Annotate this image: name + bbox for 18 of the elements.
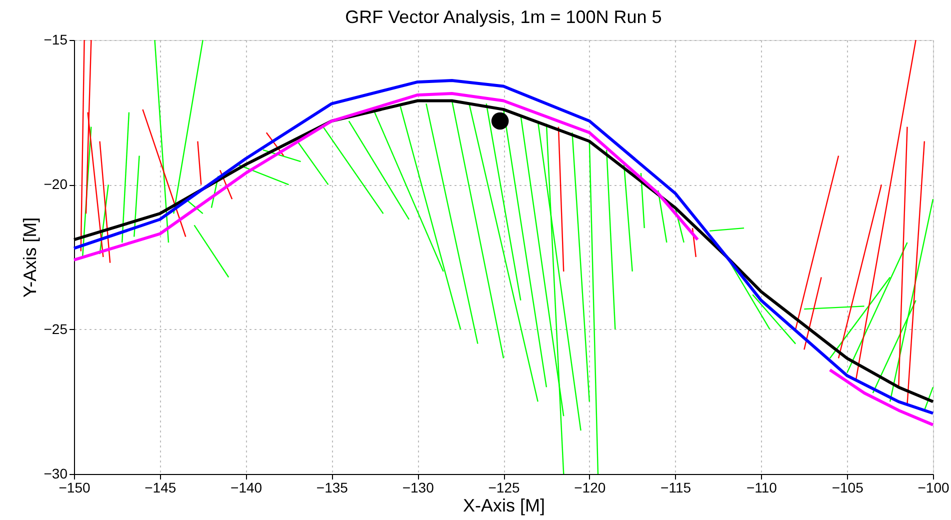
x-tick-label: −100 (918, 480, 950, 496)
y-tick-label: −15 (44, 32, 68, 48)
y-axis-title: Y-Axis [M] (20, 217, 40, 298)
y-tick-label: −20 (44, 176, 68, 192)
y-tick-label: −30 (44, 466, 68, 482)
x-axis-title: X-Axis [M] (462, 496, 546, 516)
x-tick-label: −120 (574, 480, 606, 496)
x-tick-label: −140 (230, 480, 262, 496)
x-tick-label: −125 (488, 480, 520, 496)
x-tick-label: −150 (58, 480, 90, 496)
x-tick-label: −115 (660, 480, 692, 496)
x-tick-label: −105 (832, 480, 864, 496)
chart-title: GRF Vector Analysis, 1m = 100N Run 5 (345, 7, 662, 27)
x-tick-label: −130 (402, 480, 434, 496)
x-tick-label: −135 (316, 480, 348, 496)
x-tick-label: −145 (144, 480, 176, 496)
y-tick-label: −25 (44, 320, 68, 337)
x-tick-label: −110 (746, 480, 778, 496)
